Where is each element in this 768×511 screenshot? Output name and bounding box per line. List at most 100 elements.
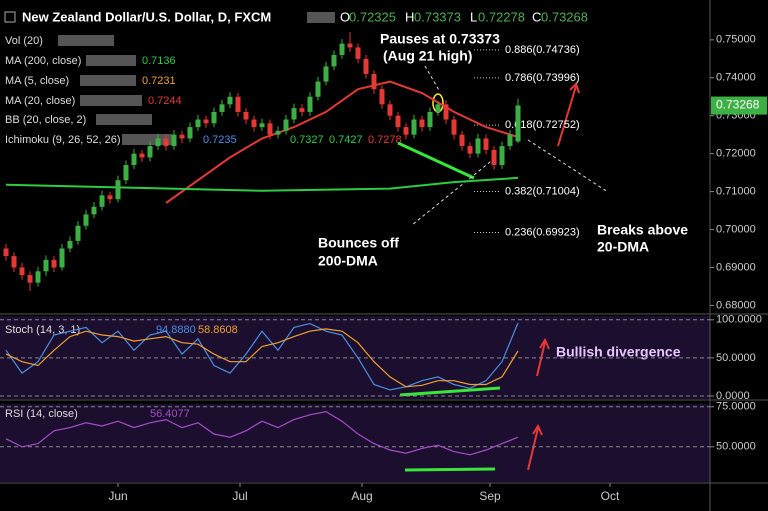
candle-body (387, 104, 393, 116)
y-tick-label: 50.0000 (716, 352, 756, 364)
fib-label: 0.618(0.72752) (505, 119, 580, 131)
candle-body (451, 119, 457, 135)
candle-body (411, 119, 417, 135)
candle-body (339, 43, 345, 56)
indicator-value: 0.7235 (203, 134, 237, 146)
line-series (5, 328, 519, 388)
indicator-label: Vol (20) (5, 35, 43, 47)
icons[interactable] (80, 75, 136, 86)
candle-body (395, 115, 401, 128)
indicator-label: BB (20, close, 2) (5, 114, 86, 126)
candle-body (483, 138, 489, 150)
annotation: Bullish divergence (556, 344, 681, 360)
candle-body (515, 105, 521, 142)
candle-body (43, 259, 49, 272)
candle-body (379, 89, 385, 105)
candle-body (299, 108, 305, 112)
ohlc-value: 0.72325 (349, 9, 396, 24)
indicator-value: 0.7278 (368, 134, 402, 146)
candle-body (371, 73, 377, 90)
y-tick-label: 0.75000 (716, 34, 756, 46)
icons[interactable] (58, 35, 114, 46)
fib-label: 0.786(0.73996) (505, 72, 580, 84)
candle-body (163, 138, 169, 147)
candle-body (227, 96, 233, 105)
indicator-value: 94.8880 (156, 324, 196, 336)
candle-body (355, 47, 361, 59)
line-series (5, 410, 519, 456)
candle-body (139, 153, 145, 158)
icons[interactable] (86, 55, 136, 66)
candle-body (251, 119, 257, 128)
y-tick-label: 0.74000 (716, 72, 756, 84)
candle-body (307, 96, 313, 112)
candle-body (491, 149, 497, 166)
candle-body (331, 55, 337, 67)
candle-body (419, 119, 425, 128)
y-tick-label: 75.0000 (716, 401, 756, 413)
candle-body (3, 248, 9, 257)
y-tick-label: 0.72000 (716, 148, 756, 160)
candle-body (51, 259, 57, 268)
candle-body (283, 119, 289, 131)
candle-body (243, 111, 249, 120)
x-tick-label: Jul (232, 489, 247, 503)
candle-body (147, 146, 153, 158)
x-tick-label: Aug (351, 489, 372, 503)
candle-body (107, 195, 113, 200)
ohlc-value: 0.73373 (414, 9, 461, 24)
candle-body (115, 180, 121, 200)
candle-body (467, 146, 473, 154)
indicator-label: Ichimoku (9, 26, 52, 26) (5, 134, 121, 146)
candle-body (11, 256, 17, 268)
candle-body (59, 248, 65, 268)
candle-body (19, 267, 25, 276)
divergence-line (404, 467, 496, 472)
indicator-value: 56.4077 (150, 408, 190, 420)
x-tick-label: Jun (108, 489, 127, 503)
annotation: Breaks above (597, 222, 688, 238)
candle-body (123, 165, 129, 181)
icons[interactable] (80, 95, 142, 106)
candle-body (91, 206, 97, 215)
indicator-value: 0.7427 (329, 134, 363, 146)
candle-body (27, 275, 33, 283)
icons[interactable] (96, 114, 152, 125)
indicator-label: Stoch (14, 3, 1) (5, 324, 80, 336)
candle-body (347, 43, 353, 48)
fib-label: 0.382(0.71004) (505, 185, 580, 197)
candle-body (363, 58, 369, 74)
rsi-band (0, 404, 710, 482)
candle-body (315, 81, 321, 97)
red-arrows (527, 82, 580, 471)
annotation: Bounces off (318, 235, 399, 251)
candle-body (403, 127, 409, 135)
indicator-value: 0.7231 (142, 75, 176, 87)
candle-body (323, 66, 329, 82)
dashed-arrows (411, 65, 609, 226)
divergence-line (399, 386, 501, 397)
candle-body (507, 134, 513, 147)
icons[interactable] (307, 12, 335, 23)
icons[interactable] (122, 134, 172, 145)
line-series (165, 80, 519, 204)
candle-body (235, 96, 241, 112)
ohlc-key: C (532, 9, 541, 24)
ohlc-value: 0.72278 (478, 9, 525, 24)
indicator-value: 0.7244 (148, 95, 182, 107)
ohlc-key: H (405, 9, 414, 24)
y-tick-label: 100.0000 (716, 314, 762, 326)
candle-body (443, 104, 449, 120)
y-tick-label: 0.69000 (716, 261, 756, 273)
candle-body (99, 195, 105, 207)
candle-body (475, 138, 481, 154)
ohlc-key: O (340, 9, 350, 24)
ohlc-value: 0.73268 (541, 9, 588, 24)
candle-body (131, 153, 137, 166)
annotation: (Aug 21 high) (383, 48, 472, 64)
candle-body (427, 111, 433, 128)
annotation: 20-DMA (597, 239, 649, 255)
collapse-icon[interactable] (4, 11, 16, 23)
candle-body (219, 104, 225, 112)
